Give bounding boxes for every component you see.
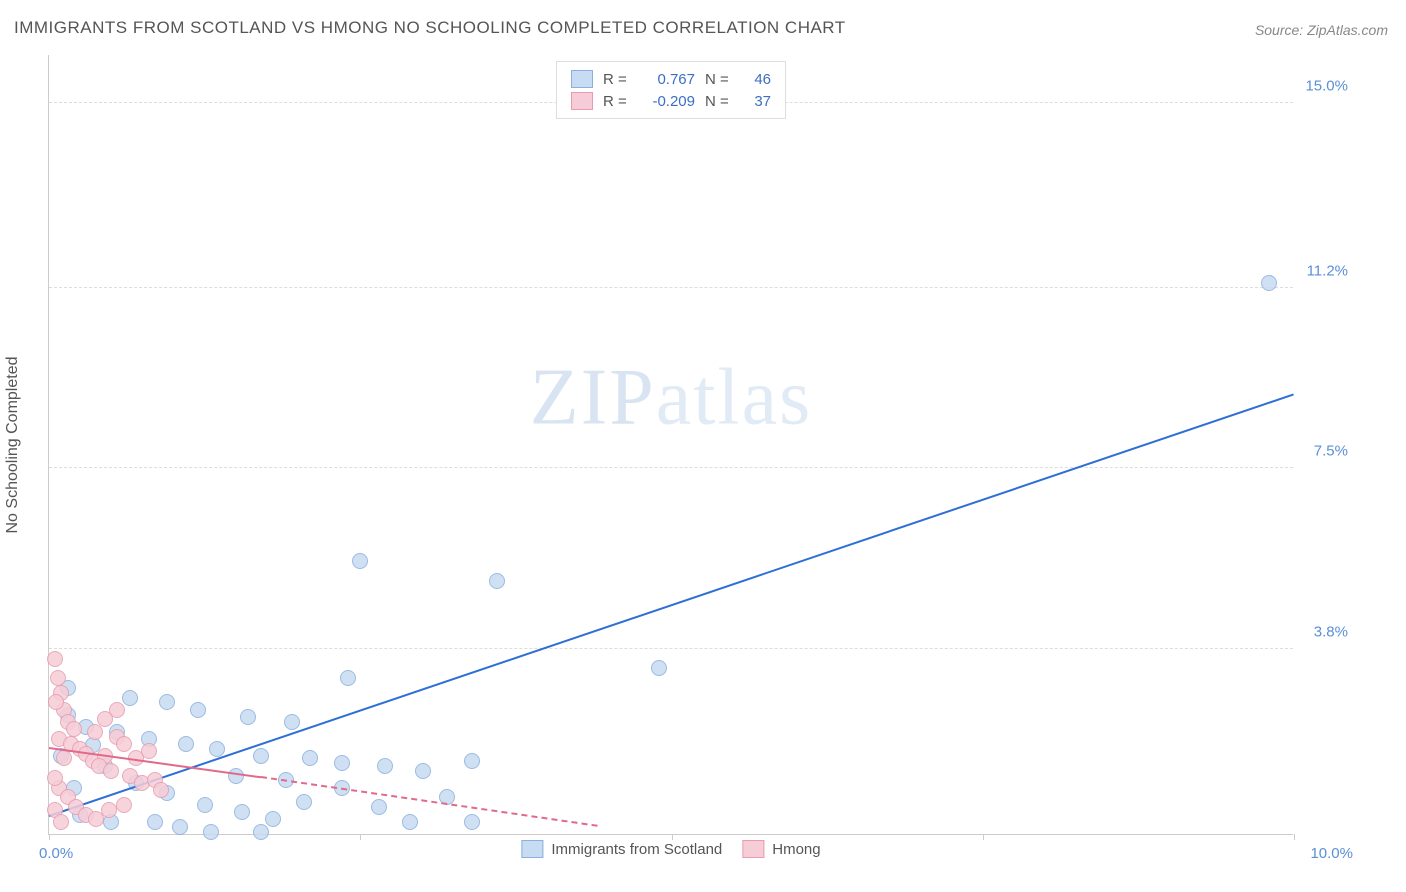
- r-value-scotland: 0.767: [639, 71, 695, 88]
- scatter-point-scotland: [265, 811, 281, 827]
- n-label: N =: [705, 93, 731, 110]
- series-legend: Immigrants from Scotland Hmong: [521, 840, 820, 858]
- n-value-hmong: 37: [741, 93, 771, 110]
- legend-label-scotland: Immigrants from Scotland: [551, 841, 722, 858]
- scatter-point-scotland: [302, 750, 318, 766]
- y-axis-label: No Schooling Completed: [4, 356, 22, 533]
- scatter-point-scotland: [178, 736, 194, 752]
- scatter-point-hmong: [101, 802, 117, 818]
- scatter-point-scotland: [172, 819, 188, 835]
- x-tick: [672, 834, 673, 840]
- chart-area: ZIPatlas R = 0.767 N = 46 R = -0.209 N =…: [48, 55, 1348, 855]
- scatter-point-scotland: [234, 804, 250, 820]
- x-tick: [49, 834, 50, 840]
- scatter-point-scotland: [284, 714, 300, 730]
- scatter-point-hmong: [116, 797, 132, 813]
- scatter-point-scotland: [334, 755, 350, 771]
- scatter-point-scotland: [253, 748, 269, 764]
- x-tick: [360, 834, 361, 840]
- scatter-point-scotland: [464, 753, 480, 769]
- watermark: ZIPatlas: [530, 352, 813, 443]
- scatter-point-hmong: [53, 814, 69, 830]
- scatter-point-hmong: [47, 770, 63, 786]
- swatch-hmong: [571, 92, 593, 110]
- plot-region: ZIPatlas R = 0.767 N = 46 R = -0.209 N =…: [48, 55, 1293, 835]
- scatter-point-scotland: [415, 763, 431, 779]
- scatter-point-scotland: [209, 741, 225, 757]
- legend-item-scotland: Immigrants from Scotland: [521, 840, 722, 858]
- scatter-point-scotland: [352, 553, 368, 569]
- scatter-point-scotland: [651, 660, 667, 676]
- watermark-thin: atlas: [656, 353, 813, 441]
- scatter-point-scotland: [489, 573, 505, 589]
- scatter-point-scotland: [377, 758, 393, 774]
- scatter-point-scotland: [1261, 275, 1277, 291]
- trend-line: [49, 393, 1295, 817]
- scatter-point-hmong: [66, 721, 82, 737]
- scatter-point-hmong: [48, 694, 64, 710]
- scatter-point-hmong: [87, 724, 103, 740]
- scatter-point-scotland: [147, 814, 163, 830]
- y-tick-label: 15.0%: [1305, 77, 1348, 94]
- y-tick-label: 11.2%: [1307, 263, 1348, 280]
- watermark-bold: ZIP: [530, 353, 656, 441]
- scatter-point-hmong: [103, 763, 119, 779]
- x-tick: [1294, 834, 1295, 840]
- swatch-hmong: [742, 840, 764, 858]
- y-tick-label: 7.5%: [1314, 443, 1348, 460]
- scatter-point-hmong: [50, 670, 66, 686]
- swatch-scotland: [571, 70, 593, 88]
- scatter-point-scotland: [340, 670, 356, 686]
- n-value-scotland: 46: [741, 71, 771, 88]
- r-label: R =: [603, 71, 629, 88]
- scatter-point-scotland: [203, 824, 219, 840]
- scatter-point-hmong: [141, 743, 157, 759]
- scatter-point-hmong: [153, 782, 169, 798]
- n-label: N =: [705, 71, 731, 88]
- scatter-point-scotland: [197, 797, 213, 813]
- x-axis-max-label: 10.0%: [1310, 845, 1353, 862]
- scatter-point-scotland: [402, 814, 418, 830]
- x-tick: [983, 834, 984, 840]
- gridline: [49, 648, 1293, 649]
- chart-title: IMMIGRANTS FROM SCOTLAND VS HMONG NO SCH…: [14, 18, 846, 38]
- y-tick-label: 3.8%: [1314, 623, 1348, 640]
- scatter-point-scotland: [464, 814, 480, 830]
- gridline: [49, 467, 1293, 468]
- legend-label-hmong: Hmong: [772, 841, 820, 858]
- scatter-point-hmong: [47, 651, 63, 667]
- legend-item-hmong: Hmong: [742, 840, 820, 858]
- legend-row-scotland: R = 0.767 N = 46: [571, 68, 771, 90]
- scatter-point-scotland: [122, 690, 138, 706]
- r-value-hmong: -0.209: [639, 93, 695, 110]
- scatter-point-scotland: [371, 799, 387, 815]
- scatter-point-hmong: [56, 750, 72, 766]
- scatter-point-hmong: [116, 736, 132, 752]
- scatter-point-scotland: [190, 702, 206, 718]
- x-axis-min-label: 0.0%: [39, 845, 73, 862]
- scatter-point-scotland: [296, 794, 312, 810]
- scatter-point-scotland: [240, 709, 256, 725]
- gridline: [49, 287, 1293, 288]
- legend-row-hmong: R = -0.209 N = 37: [571, 90, 771, 112]
- scatter-point-scotland: [159, 694, 175, 710]
- correlation-legend: R = 0.767 N = 46 R = -0.209 N = 37: [556, 61, 786, 119]
- scatter-point-scotland: [253, 824, 269, 840]
- r-label: R =: [603, 93, 629, 110]
- swatch-scotland: [521, 840, 543, 858]
- source-attribution: Source: ZipAtlas.com: [1255, 22, 1388, 38]
